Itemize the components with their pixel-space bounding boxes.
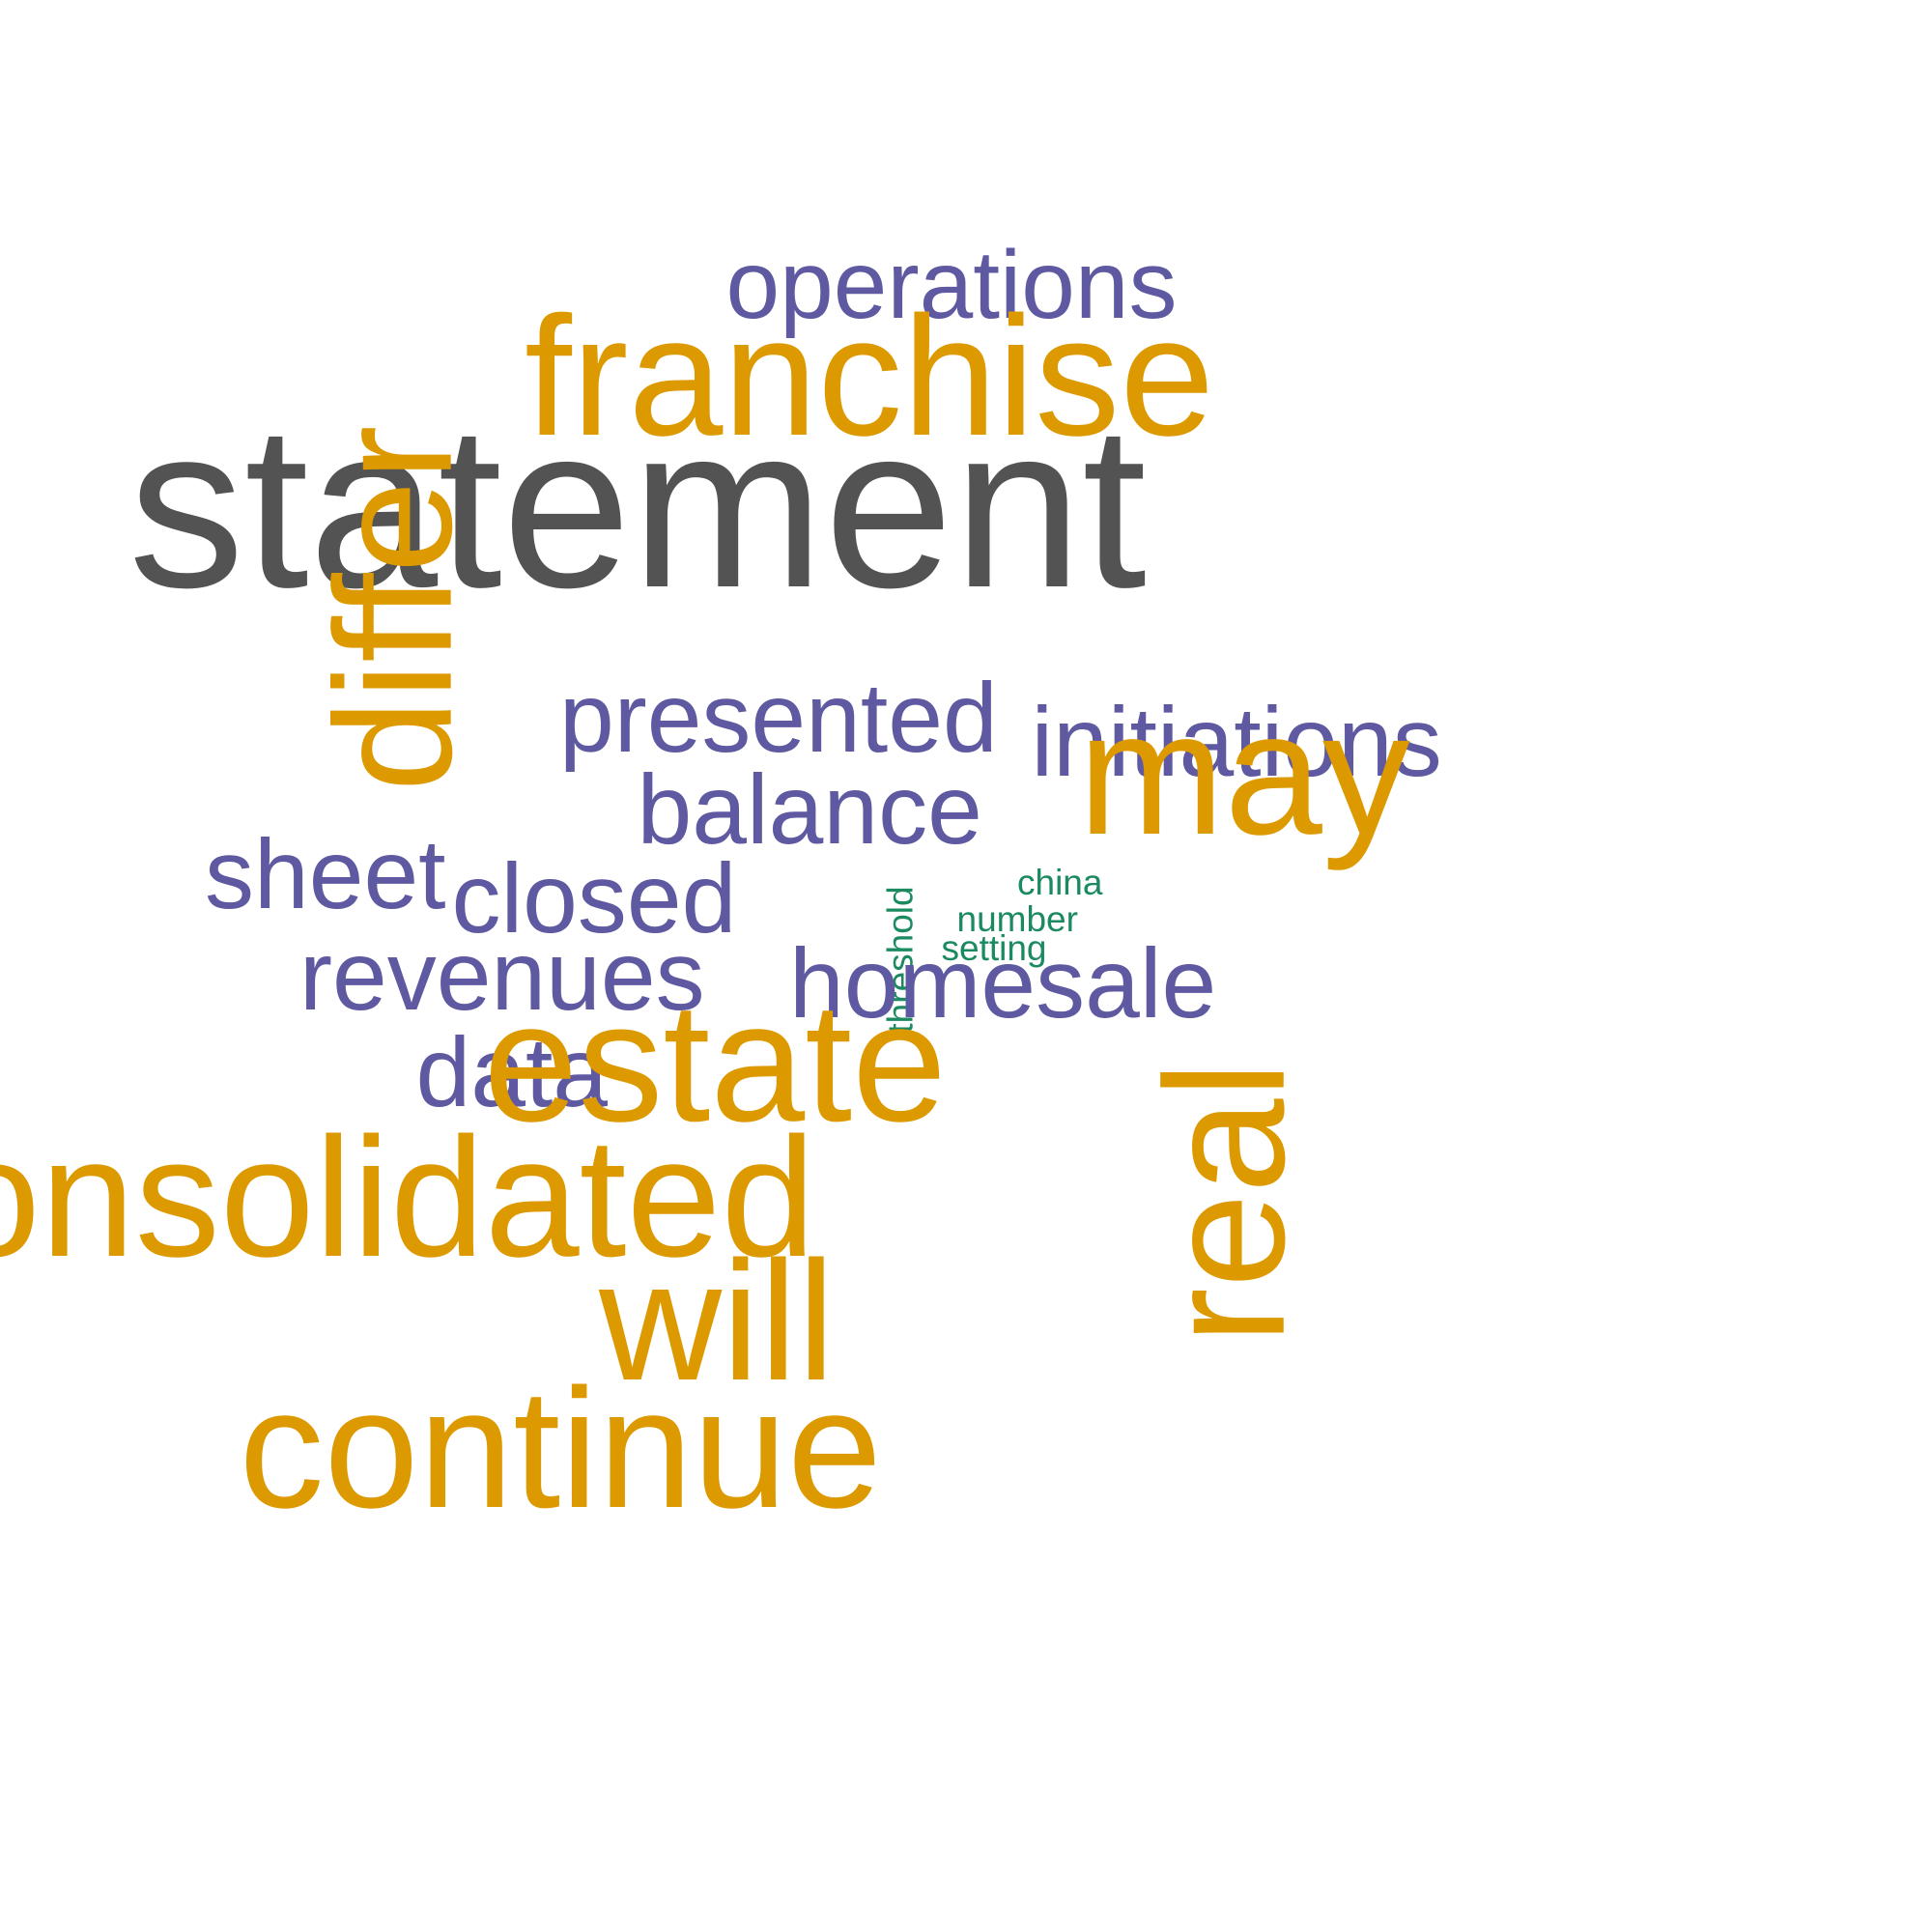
- word-revenues: revenues: [299, 921, 705, 1031]
- word-presented: presented: [559, 663, 998, 773]
- word-number: number: [956, 898, 1078, 939]
- word-sheet: sheet: [205, 819, 446, 929]
- word-estate: estate: [483, 968, 947, 1157]
- word-closed: closed: [451, 843, 737, 953]
- word-consolidated: consolidated: [0, 1103, 816, 1293]
- word-may: may: [1078, 674, 1410, 871]
- word-setting: setting: [941, 927, 1047, 968]
- word-real: real: [1130, 1061, 1321, 1345]
- word-homesale: homesale: [789, 928, 1217, 1038]
- word-initiations: initiations: [1031, 687, 1442, 797]
- word-china: china: [1017, 862, 1103, 902]
- word-operations: operations: [725, 231, 1178, 339]
- word-differ: differ: [300, 425, 487, 792]
- word-franchise: franchise: [525, 282, 1215, 471]
- word-balance: balance: [637, 754, 982, 865]
- word-continue: continue: [239, 1354, 882, 1544]
- word-statement: statement: [128, 377, 1147, 636]
- word-data: data: [415, 1017, 609, 1127]
- word-will: will: [599, 1227, 836, 1416]
